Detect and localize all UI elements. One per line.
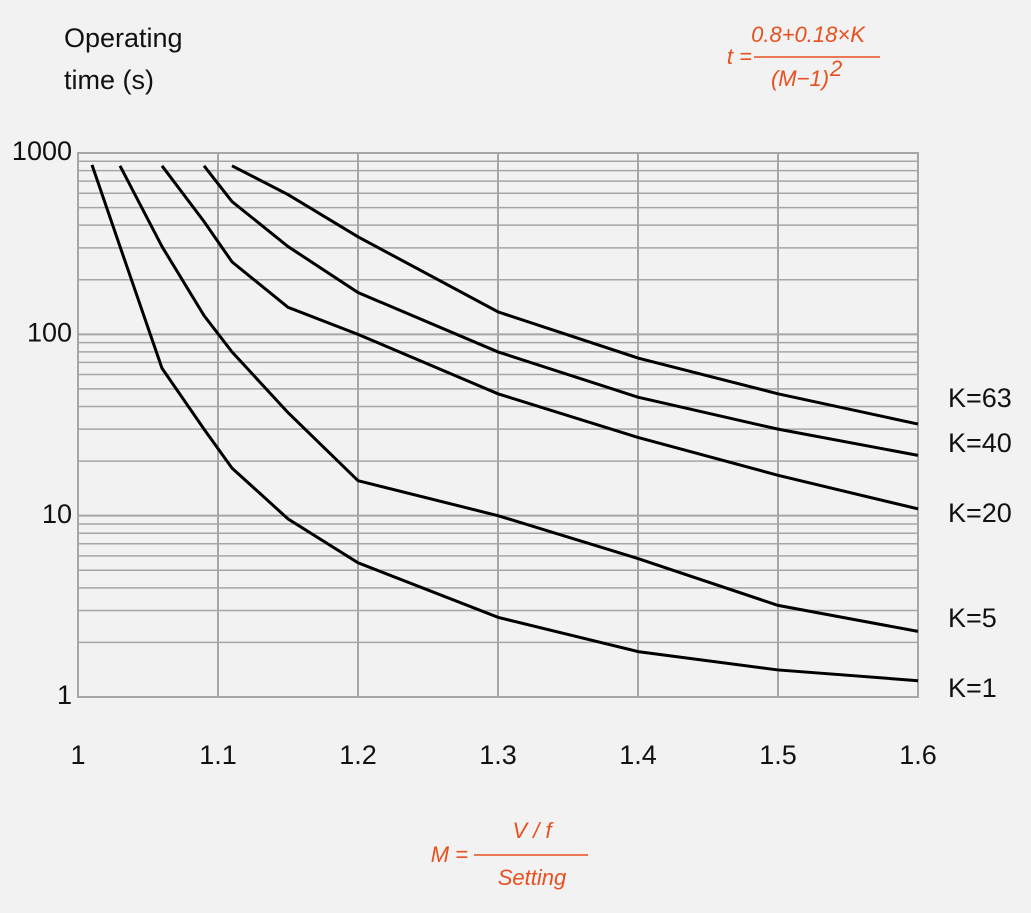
formula-lhs: t = (727, 44, 752, 69)
y-tick-label: 10 (42, 499, 72, 529)
x-tick-label: 1 (70, 740, 85, 770)
y-axis-label: time (s) (64, 65, 154, 95)
x-tick-label: 1.4 (619, 740, 657, 770)
xlabel-denominator: Setting (498, 865, 567, 890)
formula-exponent: 2 (829, 56, 842, 81)
x-axis-label: M = V / f Setting (431, 818, 588, 890)
x-tick-label: 1.5 (759, 740, 797, 770)
legend-label: K=40 (948, 428, 1012, 458)
curve (231, 164, 919, 426)
x-tick-label: 1.1 (199, 740, 237, 770)
y-tick-label: 1000 (12, 136, 72, 166)
x-tick-label: 1.3 (479, 740, 517, 770)
legend-label: K=5 (948, 603, 997, 633)
legend-label: K=1 (948, 673, 997, 703)
curve (90, 164, 919, 683)
legend-label: K=63 (948, 383, 1012, 413)
xlabel-numerator: V / f (512, 818, 554, 843)
formula: t = 0.8+0.18×K (M−1) 2 (727, 22, 880, 91)
curve (160, 164, 919, 511)
y-tick-label: 100 (27, 317, 72, 347)
formula-denominator: (M−1) (771, 66, 829, 91)
x-tick-label: 1.6 (899, 740, 937, 770)
plot-frame (77, 152, 919, 698)
y-axis-label: Operating (64, 23, 183, 53)
y-tick-label: 1 (57, 680, 72, 710)
legend-label: K=20 (948, 498, 1012, 528)
curve (118, 165, 919, 633)
formula-numerator: 0.8+0.18×K (751, 22, 866, 47)
x-tick-label: 1.2 (339, 740, 377, 770)
curve (202, 164, 919, 457)
xlabel-lhs: M = (431, 842, 468, 867)
